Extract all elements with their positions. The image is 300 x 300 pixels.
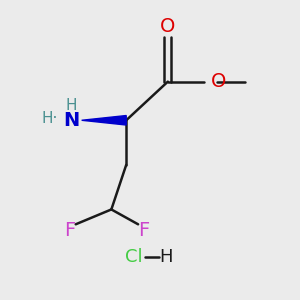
Text: H: H xyxy=(65,98,77,113)
Text: O: O xyxy=(160,16,176,36)
Text: F: F xyxy=(138,221,150,240)
Text: N: N xyxy=(63,111,80,130)
Text: F: F xyxy=(64,221,75,240)
Text: Cl: Cl xyxy=(125,248,142,266)
Text: H: H xyxy=(160,248,173,266)
Text: H·: H· xyxy=(41,111,58,126)
Polygon shape xyxy=(82,116,126,125)
Text: O: O xyxy=(211,72,226,91)
